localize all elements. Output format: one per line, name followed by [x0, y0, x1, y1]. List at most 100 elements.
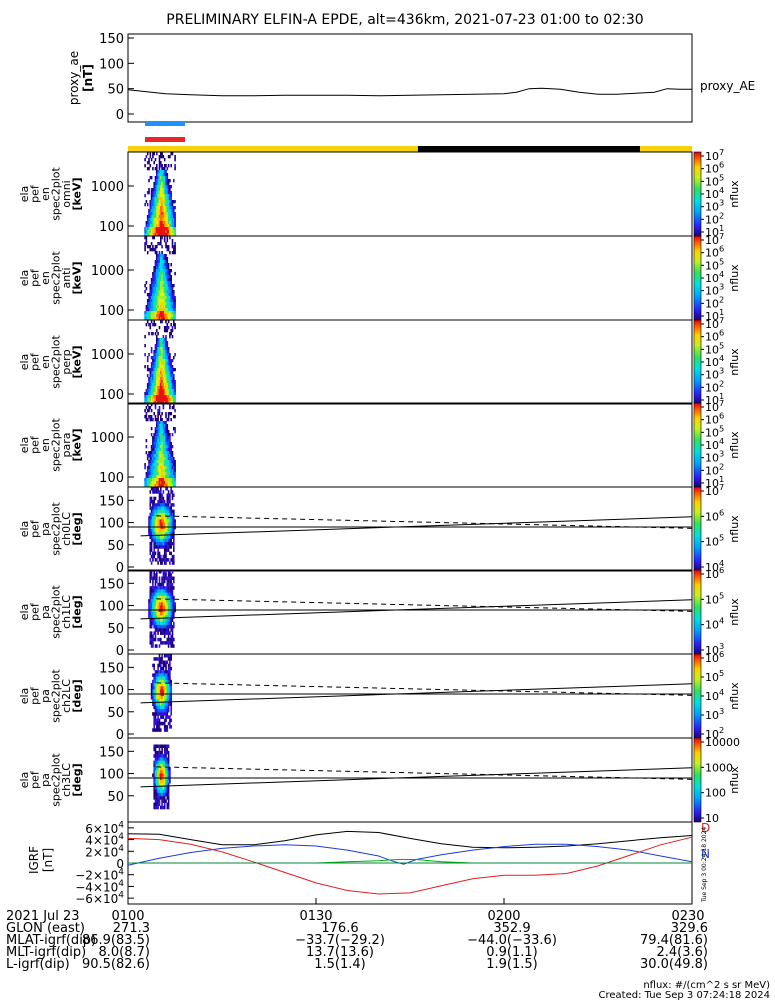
heat-cell	[149, 503, 152, 507]
panel-ytick-label: 100	[99, 768, 124, 783]
heat-cell	[152, 203, 154, 207]
heat-cell	[158, 767, 161, 771]
heat-cell	[154, 634, 157, 639]
heat-cell	[154, 263, 157, 267]
heat-cell	[163, 561, 166, 565]
heat-cell	[174, 380, 176, 384]
heat-cell	[160, 233, 162, 237]
heat-cell	[163, 445, 166, 449]
heat-cell	[152, 535, 154, 539]
heat-cell	[167, 293, 170, 297]
panel-ylabel-line: spec2plot	[50, 418, 63, 472]
heat-cell	[153, 570, 155, 574]
panel-ylabel-line: [deg]	[71, 763, 84, 796]
heat-cell	[165, 754, 167, 758]
heat-cell	[174, 305, 176, 309]
heat-cell	[166, 457, 169, 461]
heat-cell	[154, 763, 157, 768]
heat-cell	[161, 356, 163, 360]
heat-cell	[154, 332, 157, 336]
heat-cell	[163, 218, 166, 222]
heat-cell	[158, 439, 161, 443]
heat-cell	[170, 206, 172, 210]
heat-cell	[156, 451, 158, 455]
heat-cell	[153, 451, 155, 455]
heat-cell	[173, 509, 175, 514]
heat-cell	[153, 275, 155, 279]
heat-cell	[148, 227, 150, 231]
heat-cell	[174, 245, 176, 249]
loss-cone-line	[140, 516, 693, 537]
heat-cell	[170, 529, 172, 533]
heat-cell	[154, 760, 157, 765]
heat-cell	[153, 760, 155, 765]
heat-cell	[165, 702, 167, 706]
heat-cell	[154, 395, 157, 399]
heat-cell	[167, 371, 170, 375]
heat-cell	[148, 608, 150, 613]
heat-cell	[156, 421, 158, 425]
heat-cell	[154, 529, 157, 533]
heat-cell	[152, 380, 154, 384]
heat-cell	[167, 209, 170, 213]
heat-cell	[158, 725, 161, 729]
heat-cell	[153, 230, 155, 234]
heat-cell	[173, 245, 175, 249]
heat-cell	[173, 314, 175, 318]
heat-cell	[160, 362, 162, 366]
heat-cell	[153, 554, 155, 559]
heat-cell	[158, 676, 161, 681]
colorbar-tick-label: 107	[705, 315, 724, 331]
heat-cell	[145, 311, 148, 315]
heat-cell	[161, 666, 163, 671]
heat-cell	[160, 266, 162, 270]
heat-cell	[154, 215, 157, 219]
heat-cell	[144, 284, 146, 288]
heat-cell	[161, 353, 163, 357]
heat-cell	[158, 683, 161, 687]
heat-cell	[156, 439, 158, 443]
heat-cell	[171, 212, 174, 216]
heat-cell	[149, 398, 152, 402]
heat-cell	[162, 573, 165, 577]
heat-cell	[166, 302, 169, 306]
heat-cell	[165, 347, 167, 351]
heat-cell	[156, 760, 158, 765]
heat-cell	[173, 463, 175, 467]
heat-cell	[163, 708, 166, 713]
heat-cell	[156, 206, 158, 210]
heat-cell	[152, 167, 154, 171]
heat-cell	[163, 786, 166, 790]
heat-cell	[162, 576, 165, 580]
heat-cell	[154, 206, 157, 210]
heat-cell	[161, 686, 163, 690]
heat-cell	[153, 657, 155, 661]
heat-cell	[156, 770, 158, 774]
heat-cell	[163, 576, 166, 580]
heat-cell	[152, 439, 154, 443]
heat-cell	[167, 802, 170, 807]
heat-cell	[153, 605, 155, 609]
heat-cell	[174, 460, 176, 464]
heat-cell	[150, 522, 153, 526]
heat-cell	[166, 227, 169, 231]
heat-cell	[154, 783, 157, 787]
heat-cell	[157, 433, 159, 437]
heat-cell	[166, 439, 169, 443]
heat-cell	[173, 179, 175, 183]
heat-cell	[170, 359, 172, 363]
heat-cell	[146, 481, 149, 485]
heat-cell	[154, 403, 157, 407]
heat-cell	[163, 554, 166, 559]
heat-cell	[154, 356, 157, 360]
heat-cell	[149, 548, 152, 552]
x-axis-row-label: L-igrf(dip)	[6, 957, 70, 972]
heat-cell	[154, 203, 157, 207]
heat-cell	[149, 299, 152, 303]
heat-cell	[150, 356, 153, 360]
heat-cell	[167, 654, 170, 658]
heat-cell	[152, 290, 154, 294]
heat-cell	[162, 763, 165, 768]
heat-cell	[149, 305, 152, 309]
heat-cell	[165, 506, 167, 510]
